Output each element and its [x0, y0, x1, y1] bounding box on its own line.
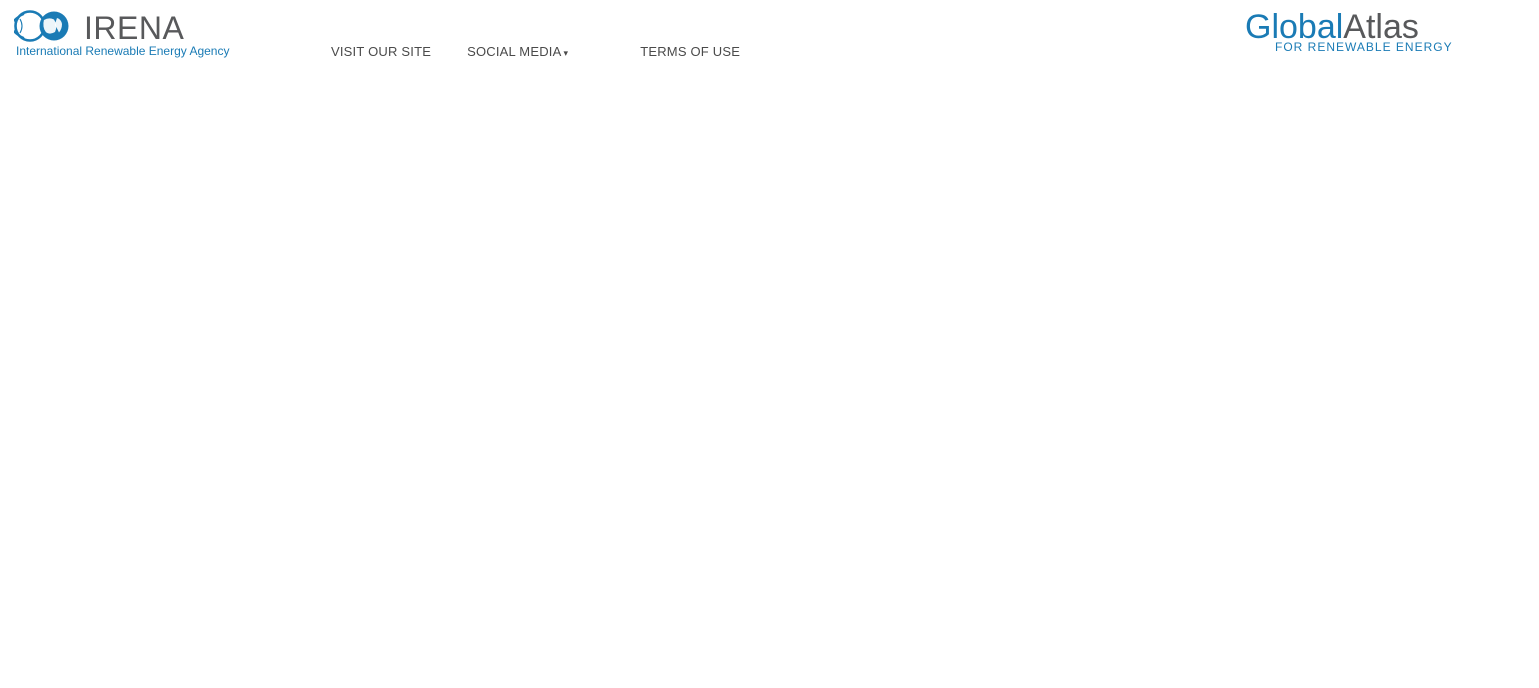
svg-text:FOR RENEWABLE ENERGY: FOR RENEWABLE ENERGY [1275, 40, 1453, 54]
